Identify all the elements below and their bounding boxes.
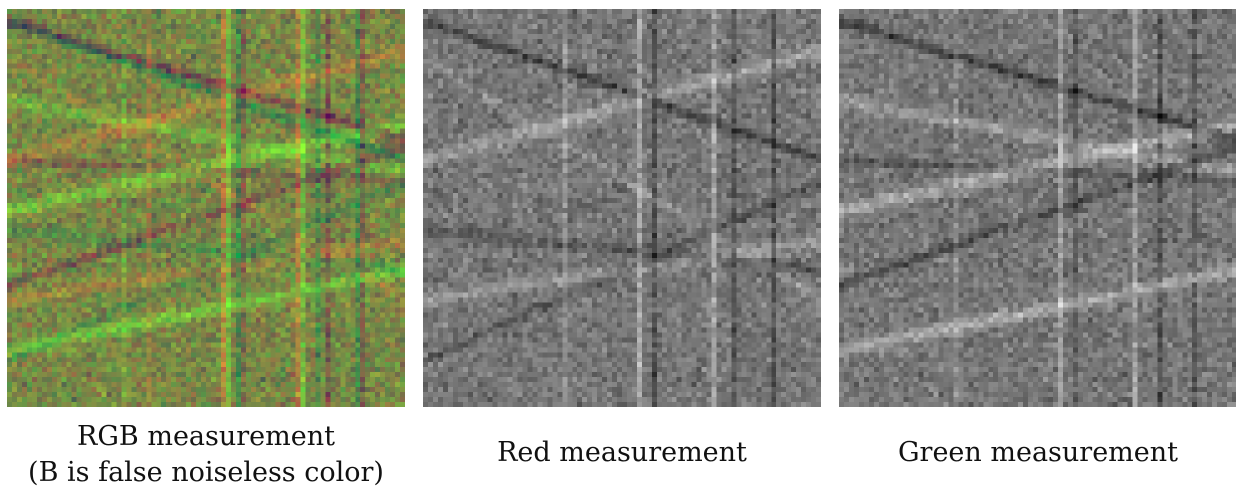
green-measurement-caption: Green measurement [839,435,1236,471]
green-measurement-image [839,9,1236,407]
caption-line: Green measurement [897,437,1179,468]
panel-red-measurement: Red measurement [423,9,823,468]
caption-line: Red measurement [497,437,747,468]
rgb-measurement-caption: RGB measurement (B is false noiseless co… [7,419,405,491]
rgb-measurement-image [7,9,405,407]
red-measurement-image [423,9,821,407]
caption-line: (B is false noiseless color) [28,457,384,488]
panel-rgb-measurement: RGB measurement (B is false noiseless co… [7,9,407,488]
panel-green-measurement: Green measurement [839,9,1236,468]
red-measurement-caption: Red measurement [423,435,821,471]
caption-line: RGB measurement [77,421,335,452]
